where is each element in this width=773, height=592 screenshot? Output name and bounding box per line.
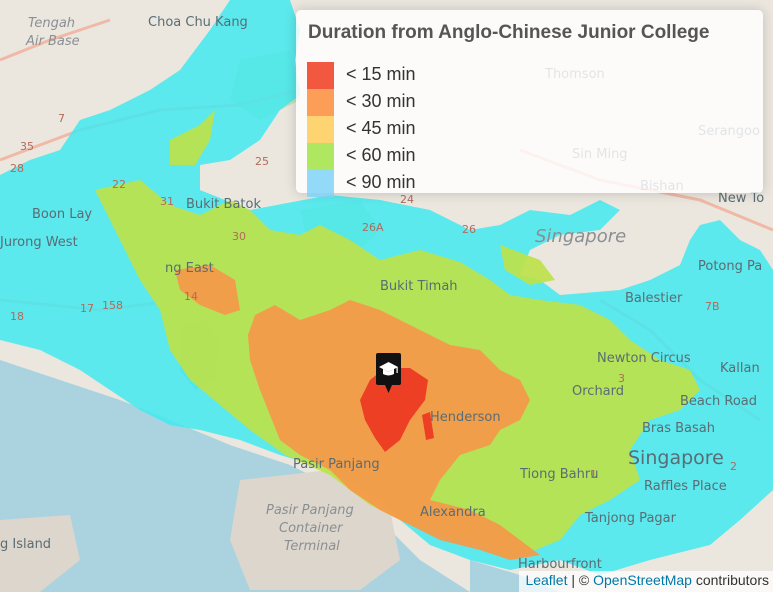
svg-text:18: 18 <box>10 310 24 323</box>
label-tiong-bahru: Tiong Bahru <box>519 467 598 482</box>
label-kallang: Kallan <box>720 361 760 376</box>
label-new-town: New To <box>718 191 764 206</box>
legend-item-30: < 30 min <box>307 89 747 116</box>
svg-text:3: 3 <box>618 372 625 385</box>
label-bukit-batok: Bukit Batok <box>186 197 261 212</box>
osm-link[interactable]: OpenStreetMap <box>593 572 692 588</box>
label-pasir-panjang: Pasir Panjang <box>293 457 380 472</box>
legend: Duration from Anglo-Chinese Junior Colle… <box>296 10 763 197</box>
svg-text:7: 7 <box>58 112 65 125</box>
svg-text:14: 14 <box>184 290 198 303</box>
label-tengah: Tengah <box>28 16 75 31</box>
svg-text:25: 25 <box>255 155 269 168</box>
svg-text:2: 2 <box>730 460 737 473</box>
svg-text:31: 31 <box>160 195 174 208</box>
legend-swatch-45 <box>307 116 334 143</box>
svg-text:26A: 26A <box>362 221 384 234</box>
label-singapore-north: Singapore <box>535 226 626 247</box>
legend-item-90: < 90 min <box>307 170 747 197</box>
label-raffles-place: Raffles Place <box>644 479 727 494</box>
label-beach-road: Beach Road <box>680 394 757 409</box>
label-boon-lay: Boon Lay <box>32 207 92 222</box>
legend-swatch-60 <box>307 143 334 170</box>
legend-label-90: < 90 min <box>346 172 416 192</box>
label-harbourfront: Harbourfront <box>518 557 602 572</box>
graduation-cap-icon <box>379 362 398 376</box>
label-choa-chu-kang: Choa Chu Kang <box>148 15 248 30</box>
island-land <box>0 515 80 592</box>
legend-swatch-30 <box>307 89 334 116</box>
svg-text:26: 26 <box>462 223 476 236</box>
attribution-separator: | © <box>567 572 594 588</box>
label-newton-circus: Newton Circus <box>597 351 691 366</box>
legend-title: Duration from Anglo-Chinese Junior Colle… <box>308 22 710 43</box>
svg-text:1: 1 <box>590 468 597 481</box>
label-henderson: Henderson <box>430 410 501 425</box>
isochrone-60-orchard <box>500 245 555 285</box>
legend-label-30: < 30 min <box>346 91 416 111</box>
road-number-labels: 35 7 28 22 31 30 24 26 26A 158 18 17 14 … <box>10 112 737 481</box>
label-balestier: Balestier <box>625 291 683 306</box>
terminal-land <box>230 470 400 590</box>
svg-text:158: 158 <box>102 299 123 312</box>
legend-label-45: < 45 min <box>346 118 416 138</box>
isochrone-15-small <box>422 412 434 440</box>
legend-swatch-15 <box>307 62 334 89</box>
legend-swatch-90 <box>307 170 334 197</box>
label-singapore-city: Singapore <box>628 447 724 469</box>
isochrone-60-north <box>170 110 215 165</box>
label-jurong-west: Jurong West <box>0 235 78 250</box>
legend-item-60: < 60 min <box>307 143 747 170</box>
label-bras-basah: Bras Basah <box>642 421 715 436</box>
label-bukit-timah: Bukit Timah <box>380 279 458 294</box>
label-alexandra: Alexandra <box>420 505 486 520</box>
attribution-suffix: contributors <box>691 572 769 588</box>
map-attribution: Leaflet | © OpenStreetMap contributors <box>519 571 773 592</box>
label-jurong-island: g Island <box>0 537 51 552</box>
label-potong-pasir: Potong Pa <box>698 259 762 274</box>
label-jurong-east: ng East <box>165 261 214 276</box>
svg-text:28: 28 <box>10 162 24 175</box>
isochrone-30-west <box>175 265 240 315</box>
legend-label-15: < 15 min <box>346 64 416 84</box>
label-terminal-1: Pasir Panjang <box>266 503 354 518</box>
label-terminal-3: Terminal <box>284 539 340 554</box>
label-orchard: Orchard <box>572 384 624 399</box>
svg-text:7B: 7B <box>705 300 720 313</box>
label-air-base: Air Base <box>25 34 80 49</box>
isochrone-15 <box>360 368 428 452</box>
label-tanjong-pagar: Tanjong Pagar <box>584 511 677 526</box>
svg-text:35: 35 <box>20 140 34 153</box>
legend-label-60: < 60 min <box>346 145 416 165</box>
svg-text:24: 24 <box>400 193 414 206</box>
svg-text:22: 22 <box>112 178 126 191</box>
svg-text:30: 30 <box>232 230 246 243</box>
school-marker[interactable] <box>376 353 401 393</box>
svg-text:17: 17 <box>80 302 94 315</box>
leaflet-link[interactable]: Leaflet <box>525 572 568 588</box>
legend-item-15: < 15 min <box>307 62 747 89</box>
legend-item-45: < 45 min <box>307 116 747 143</box>
label-terminal-2: Container <box>279 521 344 536</box>
